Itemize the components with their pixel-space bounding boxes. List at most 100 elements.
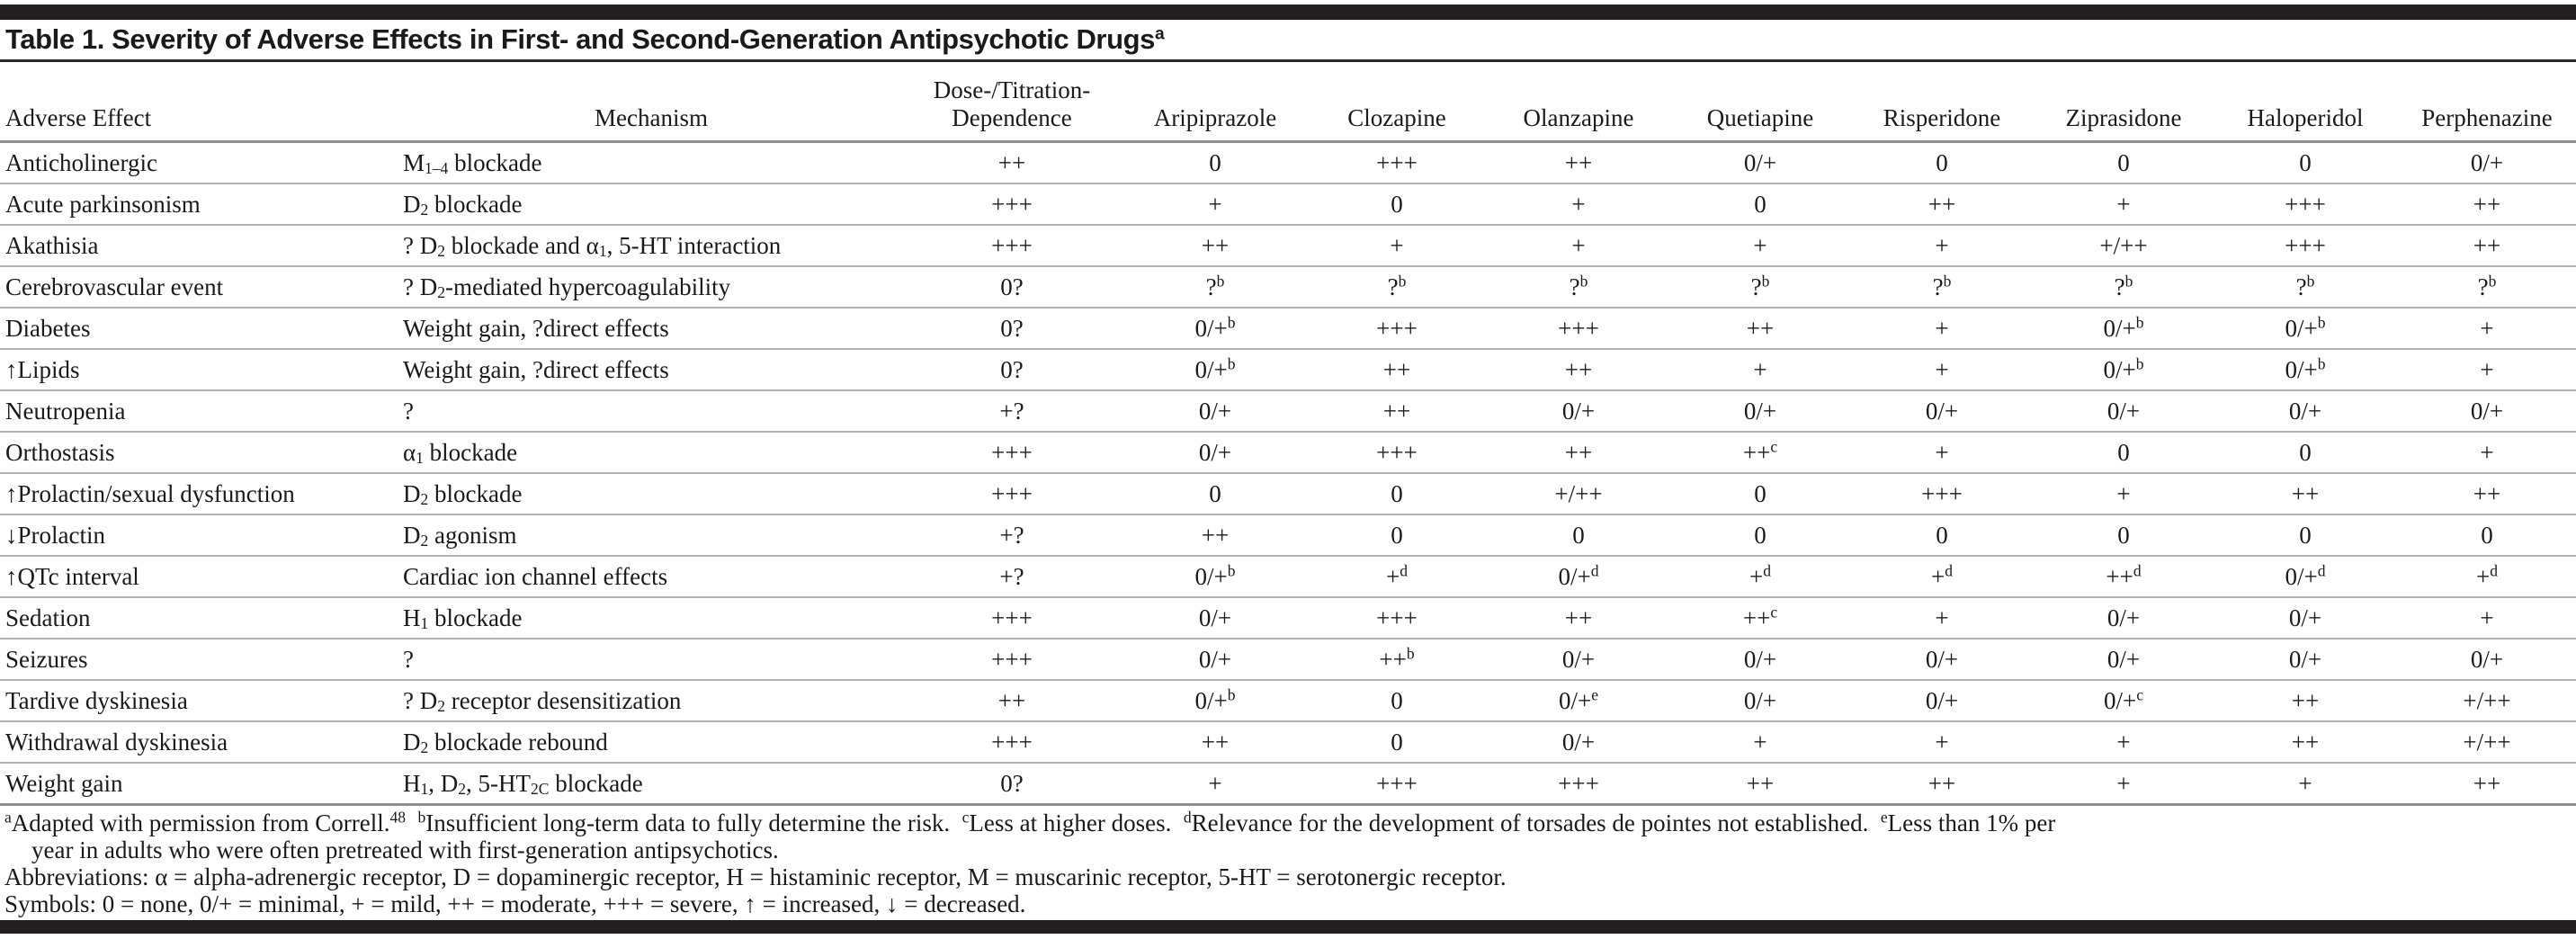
mechanism-cell: ? D2 blockade and α1, 5-HT interaction [403, 225, 899, 267]
severity-cell: 0 [1124, 141, 1306, 184]
table-row: ↓Prolactin D2 agonism +? ++ 0 0 0 0 0 0 0 [0, 514, 2576, 557]
adverse-effect-cell: ↑Prolactin/sexual dysfunction [0, 473, 403, 515]
severity-cell: 0/+ [1124, 597, 1306, 639]
severity-cell: 0? [899, 349, 1124, 391]
severity-cell: 0/+b [1124, 349, 1306, 391]
severity-cell: 0/+b [1124, 308, 1306, 350]
table-row: Seizures? +++ 0/+ ++b 0/+ 0/+ 0/+ 0/+ 0/+ 0/+ [0, 639, 2576, 681]
table-row: Withdrawal dyskinesia D2 blockade rebound… [0, 721, 2576, 764]
severity-cell: +++ [899, 225, 1124, 267]
severity-cell: + [2033, 721, 2214, 764]
severity-cell: 0/+d [1488, 556, 1669, 598]
severity-cell: +/++ [1488, 473, 1669, 515]
severity-cell: + [1306, 225, 1488, 267]
severity-cell: 0/+ [1669, 141, 1851, 184]
severity-cell: ++ [1306, 349, 1488, 391]
severity-cell: ++ [1488, 432, 1669, 474]
column-header-ziprasidone: Ziprasidone [2033, 62, 2214, 143]
severity-cell: + [2396, 597, 2576, 639]
severity-cell: 0/+b [2214, 349, 2396, 391]
severity-cell: ++ [1851, 183, 2033, 226]
mechanism-cell: ? D2-mediated hypercoagulability [403, 266, 899, 309]
table-title-footnote-marker: a [1155, 24, 1165, 44]
mechanism-cell: Weight gain, ?direct effects [403, 349, 899, 391]
severity-cell: 0/+e [1488, 680, 1669, 722]
adverse-effects-table: Adverse Effect Mechanism Dose-/Titration… [0, 62, 2576, 806]
severity-cell: + [1851, 308, 2033, 350]
severity-cell: ?b [1488, 266, 1669, 309]
severity-cell: + [1669, 721, 1851, 764]
severity-cell: + [1488, 225, 1669, 267]
severity-cell: 0/+ [1124, 432, 1306, 474]
mechanism-cell: D2 blockade [403, 183, 899, 226]
table-row: Sedation H1 blockade +++ 0/+ +++ ++ ++c +0/+ 0/+… [0, 597, 2576, 639]
table-row: Akathisia? D2 blockade and α1, 5-HT inte… [0, 225, 2576, 267]
column-header-risperidone: Risperidone [1851, 62, 2033, 143]
severity-cell: +++ [1306, 763, 1488, 806]
table-row: ↑QTc interval Cardiac ion channel effects… [0, 556, 2576, 598]
severity-cell: 0 [1851, 141, 2033, 184]
adverse-effect-cell: ↑Lipids [0, 349, 403, 391]
adverse-effect-cell: Neutropenia [0, 390, 403, 433]
table-row: Tardive dyskinesia? D2 receptor desensit… [0, 680, 2576, 722]
severity-cell: 0/+b [2033, 308, 2214, 350]
severity-cell: 0 [2033, 432, 2214, 474]
severity-cell: ++c [1669, 432, 1851, 474]
severity-cell: 0 [2214, 514, 2396, 557]
table-row: Anticholinergic M1–4 blockade ++ 0 +++ ++ 0/+ 0… [0, 141, 2576, 184]
column-header-haloperidol: Haloperidol [2214, 62, 2396, 143]
severity-cell: ?b [2214, 266, 2396, 309]
severity-cell: 0/+ [2033, 639, 2214, 681]
severity-cell: 0/+ [1669, 639, 1851, 681]
severity-cell: + [2396, 308, 2576, 350]
severity-cell: ++ [2396, 473, 2576, 515]
severity-cell: ?b [2033, 266, 2214, 309]
severity-cell: 0/+ [1851, 639, 2033, 681]
table-body: Anticholinergic M1–4 blockade ++ 0 +++ ++ 0/+ 0… [0, 141, 2576, 806]
severity-cell: +d [2396, 556, 2576, 598]
table-row: Weight gain H1, D2, 5-HT2C blockade 0? + +++… [0, 763, 2576, 806]
severity-cell: ++ [899, 141, 1124, 184]
table-row: Orthostasis α1 blockade +++ 0/+ +++ ++ ++c +0 0 + [0, 432, 2576, 474]
mechanism-cell: ? D2 receptor desensitization [403, 680, 899, 722]
mechanism-cell: Cardiac ion channel effects [403, 556, 899, 598]
severity-cell: 0 [1488, 514, 1669, 557]
severity-cell: +++ [1306, 597, 1488, 639]
header-row: Adverse Effect Mechanism Dose-/Titration… [0, 62, 2576, 143]
severity-cell: 0/+ [1669, 390, 1851, 433]
severity-cell: 0/+ [1851, 390, 2033, 433]
severity-cell: ?b [2396, 266, 2576, 309]
severity-cell: +/++ [2396, 680, 2576, 722]
severity-cell: + [2033, 763, 2214, 806]
severity-cell: ++ [899, 680, 1124, 722]
top-rule-bar [0, 4, 2576, 20]
severity-cell: 0 [2214, 432, 2396, 474]
severity-cell: +++ [1306, 432, 1488, 474]
severity-cell: ++ [2214, 473, 2396, 515]
severity-cell: 0/+ [2033, 597, 2214, 639]
severity-cell: +++ [899, 183, 1124, 226]
severity-cell: ++ [2214, 680, 2396, 722]
severity-cell: +++ [899, 597, 1124, 639]
table-header: Adverse Effect Mechanism Dose-/Titration… [0, 62, 2576, 143]
severity-cell: +++ [899, 432, 1124, 474]
table-title-text: Table 1. Severity of Adverse Effects in … [5, 23, 1156, 55]
mechanism-cell: Weight gain, ?direct effects [403, 308, 899, 350]
severity-cell: +? [899, 514, 1124, 557]
table-title: Table 1. Severity of Adverse Effects in … [0, 20, 2576, 62]
severity-cell: 0/+ [2214, 390, 2396, 433]
severity-cell: + [1851, 225, 2033, 267]
severity-cell: 0 [2033, 514, 2214, 557]
severity-cell: + [1488, 183, 1669, 226]
adverse-effect-cell: Weight gain [0, 763, 403, 806]
severity-cell: + [1124, 763, 1306, 806]
severity-cell: + [2033, 183, 2214, 226]
severity-cell: + [2396, 349, 2576, 391]
severity-cell: 0 [1306, 473, 1488, 515]
adverse-effect-cell: Seizures [0, 639, 403, 681]
severity-cell: ?b [1124, 266, 1306, 309]
severity-cell: ++ [1669, 308, 1851, 350]
column-header-quetiapine: Quetiapine [1669, 62, 1851, 143]
mechanism-cell: H1 blockade [403, 597, 899, 639]
column-header-adverse-effect: Adverse Effect [0, 62, 403, 143]
